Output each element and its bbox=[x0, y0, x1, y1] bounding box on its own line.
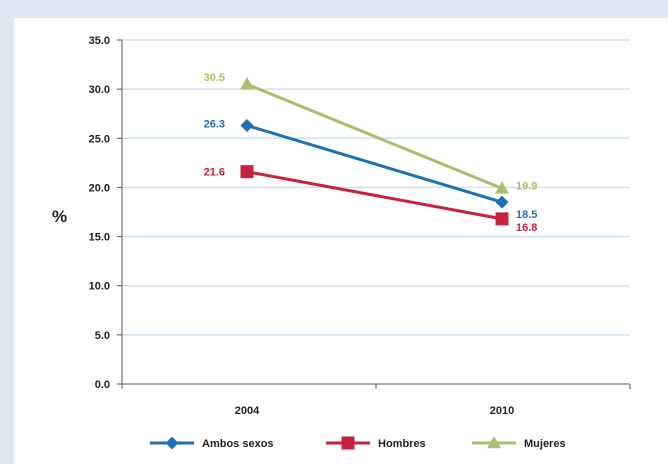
y-tick-label: 25.0 bbox=[89, 133, 110, 145]
data-point-hombres bbox=[240, 165, 254, 179]
data-label-ambos-sexos: 26.3 bbox=[204, 119, 225, 131]
series-group: 26.3 18.5 21.6 16.8 30.5 19.9 bbox=[204, 72, 538, 234]
y-tick-label: 10.0 bbox=[89, 281, 110, 293]
x-tick-label: 2004 bbox=[235, 405, 260, 417]
series-line-hombres bbox=[246, 170, 503, 221]
legend-label-mujeres: Mujeres bbox=[524, 438, 566, 450]
data-point-ambos-sexos bbox=[495, 195, 509, 209]
series-line-mujeres bbox=[246, 82, 503, 190]
data-label-ambos-sexos: 18.5 bbox=[516, 209, 537, 221]
data-point-ambos-sexos bbox=[240, 119, 254, 133]
gridlines bbox=[122, 39, 630, 336]
y-tick-labels: 35.0 30.0 25.0 20.0 15.0 10.0 5.0 0.0 bbox=[89, 35, 110, 391]
legend-marker-ambos-sexos bbox=[165, 436, 179, 450]
axes bbox=[117, 39, 631, 389]
legend-label-ambos-sexos: Ambos sexos bbox=[202, 438, 274, 450]
data-label-mujeres: 19.9 bbox=[516, 180, 537, 192]
y-tick-label: 35.0 bbox=[89, 35, 110, 47]
legend-marker-hombres bbox=[341, 436, 355, 450]
y-tick-label: 20.0 bbox=[89, 182, 110, 194]
y-tick-label: 0.0 bbox=[95, 379, 110, 391]
y-tick-label: 15.0 bbox=[89, 232, 110, 244]
legend-marker-mujeres bbox=[487, 436, 501, 449]
data-point-mujeres bbox=[495, 181, 509, 194]
data-label-hombres: 21.6 bbox=[204, 167, 225, 179]
data-label-hombres: 16.8 bbox=[516, 222, 537, 234]
data-point-mujeres bbox=[240, 77, 254, 90]
data-label-mujeres: 30.5 bbox=[204, 72, 225, 84]
chart-panel bbox=[14, 18, 668, 464]
y-tick-label: 30.0 bbox=[89, 84, 110, 96]
data-point-hombres bbox=[495, 212, 509, 226]
legend: Ambos sexos Hombres Mujeres bbox=[150, 436, 566, 450]
y-axis-label: % bbox=[52, 207, 67, 226]
legend-label-hombres: Hombres bbox=[378, 438, 426, 450]
x-tick-label: 2010 bbox=[490, 405, 514, 417]
series-line-ambos-sexos bbox=[246, 124, 503, 204]
x-tick-labels: 2004 2010 bbox=[235, 405, 514, 417]
y-tick-label: 5.0 bbox=[95, 330, 110, 342]
